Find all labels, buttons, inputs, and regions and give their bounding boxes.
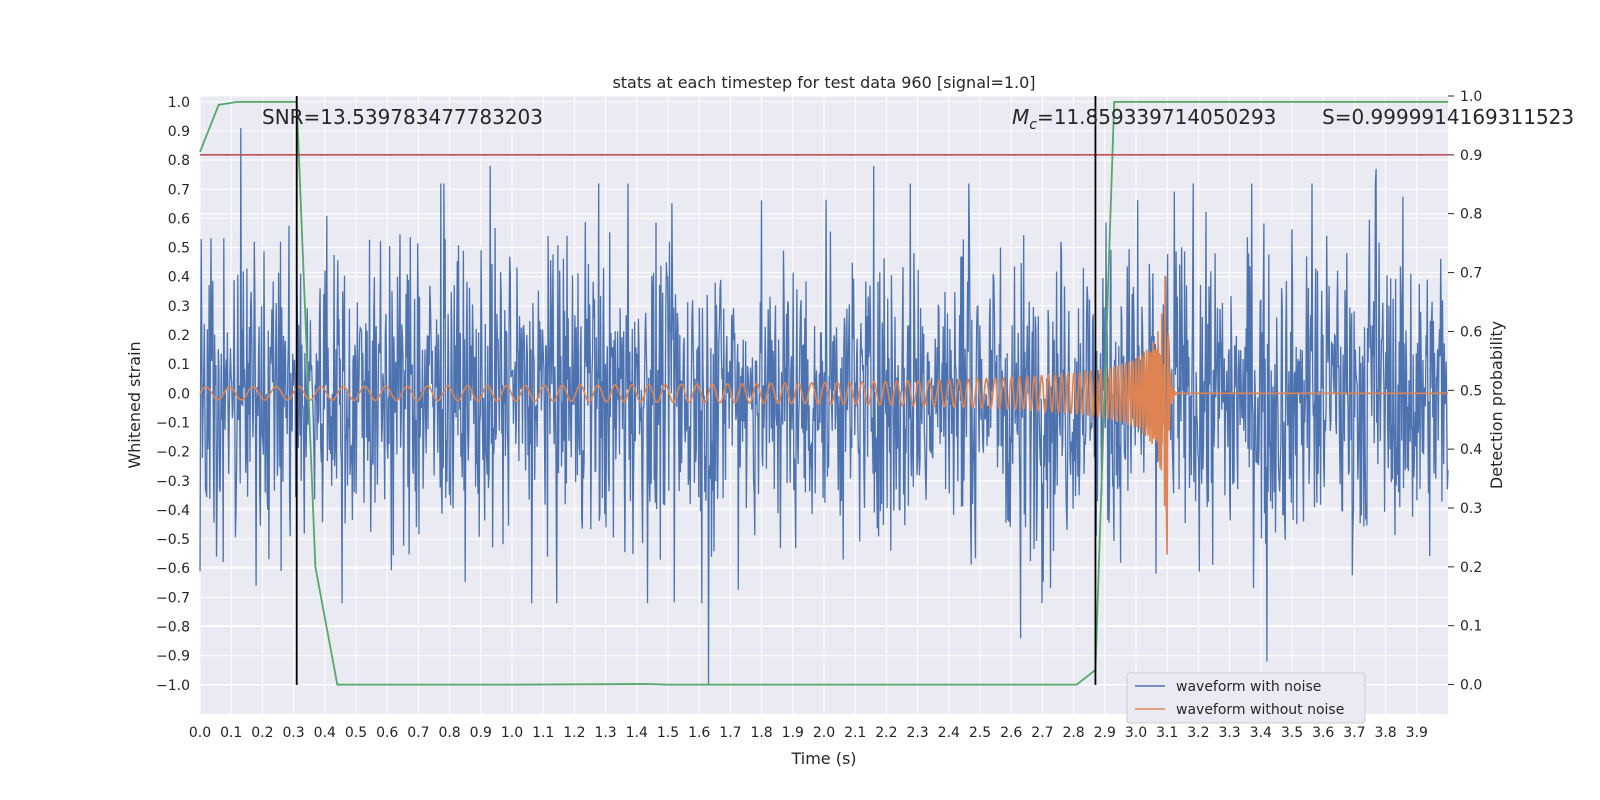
y-axis-label: Whitened strain (125, 341, 144, 468)
x-tick-label: 2.2 (875, 725, 897, 741)
y-tick-label: −0.9 (156, 649, 190, 665)
x-tick-label: 0.4 (314, 725, 336, 741)
x-tick-label: 0.9 (470, 725, 492, 741)
x-tick-label: 0.1 (220, 725, 242, 741)
probability-line (199, 101, 1448, 686)
x-tick-label: 2.6 (1000, 725, 1022, 741)
x-tick-label: 1.3 (594, 725, 616, 741)
y-right-tick-label: 0.3 (1460, 501, 1482, 517)
y-tick-label: 0.0 (168, 386, 190, 402)
y-tick-label: −0.6 (156, 561, 190, 577)
s-annotation: S=0.9999914169311523 (1322, 105, 1574, 129)
legend: waveform with noise waveform without noi… (1126, 672, 1366, 724)
x-tick-label: 1.4 (626, 725, 648, 741)
x-tick-label: 1.1 (532, 725, 554, 741)
y-right-tick-label: 0.4 (1460, 442, 1482, 458)
y-tick-label: −0.8 (156, 620, 190, 636)
x-tick-label: 3.9 (1406, 725, 1428, 741)
x-tick-label: 3.1 (1156, 725, 1178, 741)
chart-title: stats at each timestep for test data 960… (612, 73, 1035, 92)
x-tick-label: 3.0 (1125, 725, 1147, 741)
x-tick-label: 3.7 (1343, 725, 1365, 741)
x-tick-label: 2.7 (1031, 725, 1053, 741)
noise-line (199, 128, 1449, 685)
clean-line (199, 275, 1448, 555)
y-tick-label: 1.0 (168, 95, 190, 111)
snr-annotation: SNR=13.539783477783203 (262, 105, 543, 129)
x-tick-label: 0.0 (189, 725, 211, 741)
x-tick-label: 0.8 (438, 725, 460, 741)
legend-label-clean: waveform without noise (1176, 702, 1344, 718)
x-tick-label: 2.4 (938, 725, 960, 741)
x-tick-label: 3.2 (1187, 725, 1209, 741)
y-tick-label: 0.8 (168, 153, 190, 169)
x-tick-label: 1.5 (657, 725, 679, 741)
legend-label-noise: waveform with noise (1176, 679, 1321, 695)
y-right-tick-label: 0.6 (1460, 324, 1482, 340)
x-tick-label: 0.3 (282, 725, 304, 741)
y-axis-ticks: 1.0 0.9 0.8 0.7 0.6 0.5 0.4 0.3 0.2 0.1 0.0 −0.1 −0.… (156, 95, 190, 694)
x-tick-label: 1.8 (750, 725, 772, 741)
x-tick-label: 2.1 (844, 725, 866, 741)
x-tick-label: 0.2 (251, 725, 273, 741)
y-right-tick-label: 0.8 (1460, 207, 1482, 223)
y-tick-label: 0.4 (168, 270, 190, 286)
x-tick-label: 3.8 (1374, 725, 1396, 741)
y-tick-label: −0.2 (156, 445, 190, 461)
series-waveform-without-noise (199, 275, 1448, 555)
x-tick-label: 2.3 (906, 725, 928, 741)
y-right-tick-label: 0.1 (1460, 619, 1482, 635)
series-detection-probability (199, 101, 1448, 686)
x-tick-label: 1.9 (782, 725, 804, 741)
y-axis-right-ticks: 1.0 0.9 0.8 0.7 0.6 0.5 0.4 0.3 0.2 0.1 0.0 (1448, 89, 1482, 694)
y-tick-label: 0.1 (168, 357, 190, 373)
x-tick-label: 1.6 (688, 725, 710, 741)
x-tick-label: 1.0 (501, 725, 523, 741)
y-right-tick-label: 0.9 (1460, 148, 1482, 164)
x-tick-label: 2.0 (813, 725, 835, 741)
series-waveform-with-noise (199, 128, 1449, 685)
y-tick-label: −0.3 (156, 474, 190, 490)
x-tick-label: 2.9 (1094, 725, 1116, 741)
x-tick-label: 3.6 (1312, 725, 1334, 741)
chirp-mass-subscript: c (1029, 117, 1037, 133)
y-tick-label: −0.4 (156, 503, 190, 519)
chirp-mass-value: =11.859339714050293 (1037, 105, 1276, 129)
y-tick-label: 0.3 (168, 299, 190, 315)
x-tick-label: 3.4 (1250, 725, 1272, 741)
x-tick-label: 3.5 (1281, 725, 1303, 741)
chirp-mass-annotation: Mc=11.859339714050293 (1012, 105, 1276, 133)
chirp-mass-symbol: M (1012, 105, 1029, 129)
y-right-tick-label: 0.2 (1460, 560, 1482, 576)
y-tick-label: 0.2 (168, 328, 190, 344)
x-axis-label: Time (s) (790, 749, 856, 768)
y-tick-label: 0.6 (168, 211, 190, 227)
legend-box (1126, 672, 1366, 724)
x-tick-label: 1.2 (563, 725, 585, 741)
y-tick-label: 0.9 (168, 124, 190, 140)
x-tick-label: 0.5 (345, 725, 367, 741)
y-tick-label: −0.7 (156, 590, 190, 606)
y-right-tick-label: 1.0 (1460, 89, 1482, 105)
y-tick-label: −0.1 (156, 415, 190, 431)
y-right-tick-label: 0.7 (1460, 266, 1482, 282)
x-tick-label: 2.5 (969, 725, 991, 741)
x-tick-label: 2.8 (1062, 725, 1084, 741)
y-tick-label: 0.7 (168, 182, 190, 198)
y-tick-label: −1.0 (156, 678, 190, 694)
y-right-tick-label: 0.0 (1460, 678, 1482, 694)
x-tick-label: 3.3 (1218, 725, 1240, 741)
y-axis-right-label: Detection probability (1487, 321, 1506, 489)
y-right-tick-label: 0.5 (1460, 383, 1482, 399)
x-axis-ticks: 0.0 0.1 0.2 0.3 0.4 0.5 0.6 0.7 0.8 0.9 1.0 1.1 1.2 1… (189, 725, 1428, 741)
merger-markers (295, 96, 1097, 685)
y-tick-label: −0.5 (156, 532, 190, 548)
x-tick-label: 1.7 (719, 725, 741, 741)
x-tick-label: 0.6 (376, 725, 398, 741)
x-tick-label: 0.7 (407, 725, 429, 741)
y-tick-label: 0.5 (168, 241, 190, 257)
